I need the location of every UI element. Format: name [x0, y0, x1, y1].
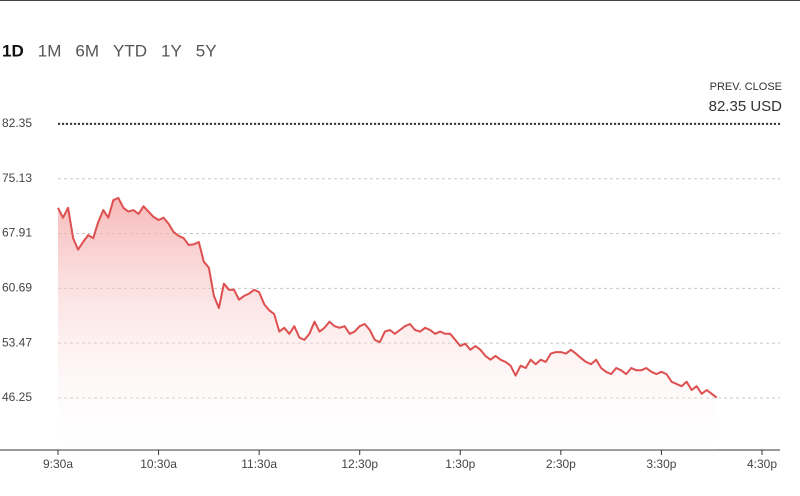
range-tab[interactable]: 6M [75, 41, 99, 60]
x-tick-label: 4:30p [747, 457, 777, 471]
x-tick-label: 2:30p [546, 457, 576, 471]
x-tick-label: 12:30p [341, 457, 378, 471]
x-tick-label: 11:30a [241, 457, 277, 471]
x-tick-label: 3:30p [646, 457, 676, 471]
x-tick-label: 10:30a [140, 457, 177, 471]
range-tabs: 1D 1M 6M YTD 1Y 5Y [2, 41, 217, 60]
x-tick-label: 9:30a [43, 457, 73, 471]
y-tick-label: 67.91 [2, 226, 32, 240]
range-tab[interactable]: YTD [113, 41, 147, 60]
y-tick-label: 82.35 [2, 116, 32, 130]
y-tick-label: 53.47 [2, 335, 32, 349]
y-tick-label: 75.13 [2, 171, 32, 185]
prev-close-value: 82.35 USD [709, 98, 783, 115]
plot-area: 46.25 53.47 60.69 67.91 75.13 82.35 9:30a 10:30… [0, 116, 780, 471]
area-fill [58, 197, 717, 450]
range-tab[interactable]: 5Y [196, 41, 217, 60]
y-tick-label: 60.69 [2, 281, 32, 295]
prev-close-title: PREV. CLOSE [710, 81, 782, 93]
range-tab[interactable]: 1Y [161, 41, 182, 60]
range-tab[interactable]: 1D [2, 41, 24, 60]
y-tick-label: 46.25 [2, 390, 32, 404]
range-tab[interactable]: 1M [38, 41, 62, 60]
x-tick-label: 1:30p [445, 457, 475, 471]
price-line [57, 196, 718, 399]
